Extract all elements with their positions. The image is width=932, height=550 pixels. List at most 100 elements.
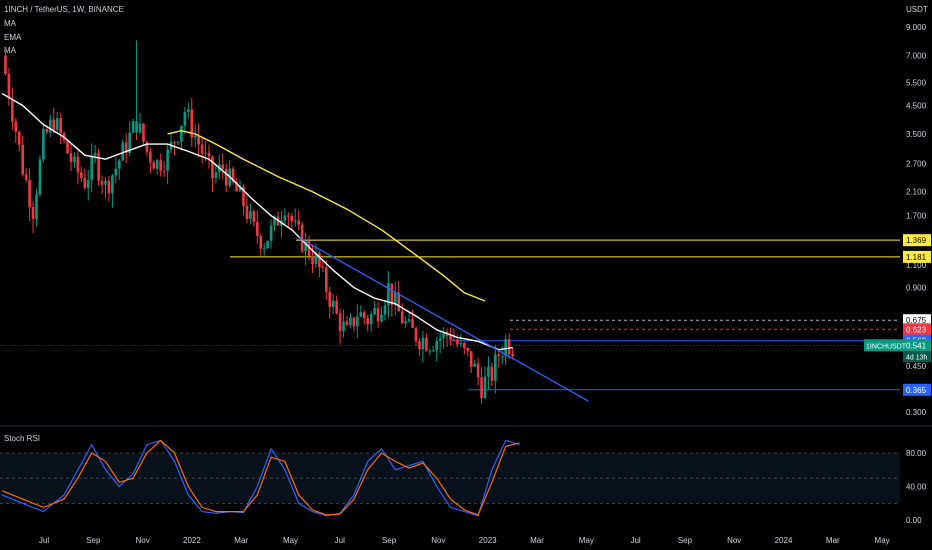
rsi-tick-label: 80.00 [906, 449, 927, 458]
price-tick-label: 4.500 [906, 101, 927, 110]
price-label: 0.675 [906, 316, 927, 325]
candle-body [383, 305, 387, 315]
indicator-ma-1[interactable]: MA [4, 19, 16, 28]
price-tick-label: 3.500 [906, 130, 927, 139]
candle-body [366, 318, 369, 325]
candle-body [180, 125, 183, 142]
candle-body [321, 267, 325, 269]
candle-body [469, 351, 473, 367]
price-label-bg [903, 250, 931, 263]
candle-body [431, 350, 435, 352]
candle-body [318, 252, 321, 268]
candle-body [463, 342, 466, 349]
candles [4, 40, 514, 404]
candle-body [480, 377, 483, 398]
trendline [298, 237, 589, 402]
time-tick-label: May [283, 536, 298, 545]
candle-body [407, 319, 411, 321]
stoch-d-line [1, 439, 520, 516]
candle-body [452, 339, 456, 341]
time-tick-label: Sep [86, 536, 101, 545]
candle-body [400, 311, 404, 324]
symbol-tag-bg [864, 339, 903, 352]
price-tick-label: 0.300 [906, 408, 927, 417]
candle-body [425, 337, 428, 351]
candle-body [456, 339, 459, 345]
candle-body [328, 291, 332, 307]
candle-body [287, 215, 290, 217]
time-tick-label: Sep [678, 536, 693, 545]
price-label-bg [903, 383, 931, 396]
candle-body [242, 186, 245, 206]
candle-body [162, 170, 166, 172]
price-label-bg [903, 323, 931, 336]
time-tick-label: Jul [39, 536, 49, 545]
candle-body [507, 339, 511, 355]
candle-body [90, 155, 93, 180]
candle-body [497, 354, 501, 357]
candle-body [345, 321, 349, 325]
price-label: 1.181 [906, 253, 927, 262]
rsi-tick-label: 40.00 [906, 483, 927, 492]
candle-body [121, 142, 125, 161]
candle-body [449, 335, 452, 340]
time-tick-label: Mar [234, 536, 248, 545]
candle-body [80, 172, 83, 179]
candle-body [342, 321, 345, 332]
candle-body [35, 194, 38, 220]
price-label: 0.541 [906, 341, 927, 350]
candle-body [273, 216, 276, 226]
candle-body [21, 144, 24, 175]
candle-body [142, 123, 145, 142]
price-tick-label: 0.450 [906, 362, 927, 371]
time-tick-label: May [875, 536, 890, 545]
indicator-ma-2[interactable]: MA [4, 46, 16, 55]
candle-body [369, 313, 373, 325]
candle-body [107, 180, 111, 194]
candle-body [187, 109, 190, 113]
candle-body [304, 240, 307, 252]
price-tick-label: 5.500 [906, 79, 927, 88]
time-tick-label: May [579, 536, 594, 545]
moving-averages [1, 92, 513, 351]
candle-body [459, 342, 463, 345]
candle-body [4, 55, 7, 75]
time-tick-label: Mar [826, 536, 840, 545]
candle-body [24, 174, 28, 180]
candle-body [511, 354, 514, 357]
price-tick-label: 2.100 [906, 188, 927, 197]
candle-body [300, 224, 304, 252]
time-tick-label: Jul [630, 536, 640, 545]
candle-body [283, 215, 287, 221]
candle-body [442, 331, 445, 339]
candle-body [476, 363, 480, 378]
candle-body [69, 153, 73, 162]
candle-body [66, 140, 69, 154]
candle-body [207, 152, 211, 157]
ma-white-line [1, 92, 513, 351]
candle-body [494, 354, 497, 381]
candle-body [200, 144, 204, 154]
candle-body [359, 312, 363, 317]
candle-body [245, 205, 249, 219]
candle-body [183, 112, 187, 126]
candle-body [500, 356, 504, 358]
indicator-ema[interactable]: EMA [4, 33, 22, 42]
candle-body [352, 317, 356, 327]
candle-body [438, 338, 442, 341]
candle-body [325, 267, 328, 292]
price-label: 0.623 [906, 325, 927, 334]
candle-body [362, 312, 366, 319]
candle-body [211, 156, 214, 179]
candle-body [356, 316, 359, 327]
candle-body [124, 142, 128, 154]
candle-body [28, 179, 31, 208]
candle-body [224, 168, 228, 186]
candle-body [138, 123, 142, 133]
price-tick-label: 1.700 [906, 212, 927, 221]
price-label-bg [903, 339, 931, 352]
candle-body [335, 300, 338, 314]
candle-body [55, 118, 59, 130]
candle-body [231, 168, 235, 183]
